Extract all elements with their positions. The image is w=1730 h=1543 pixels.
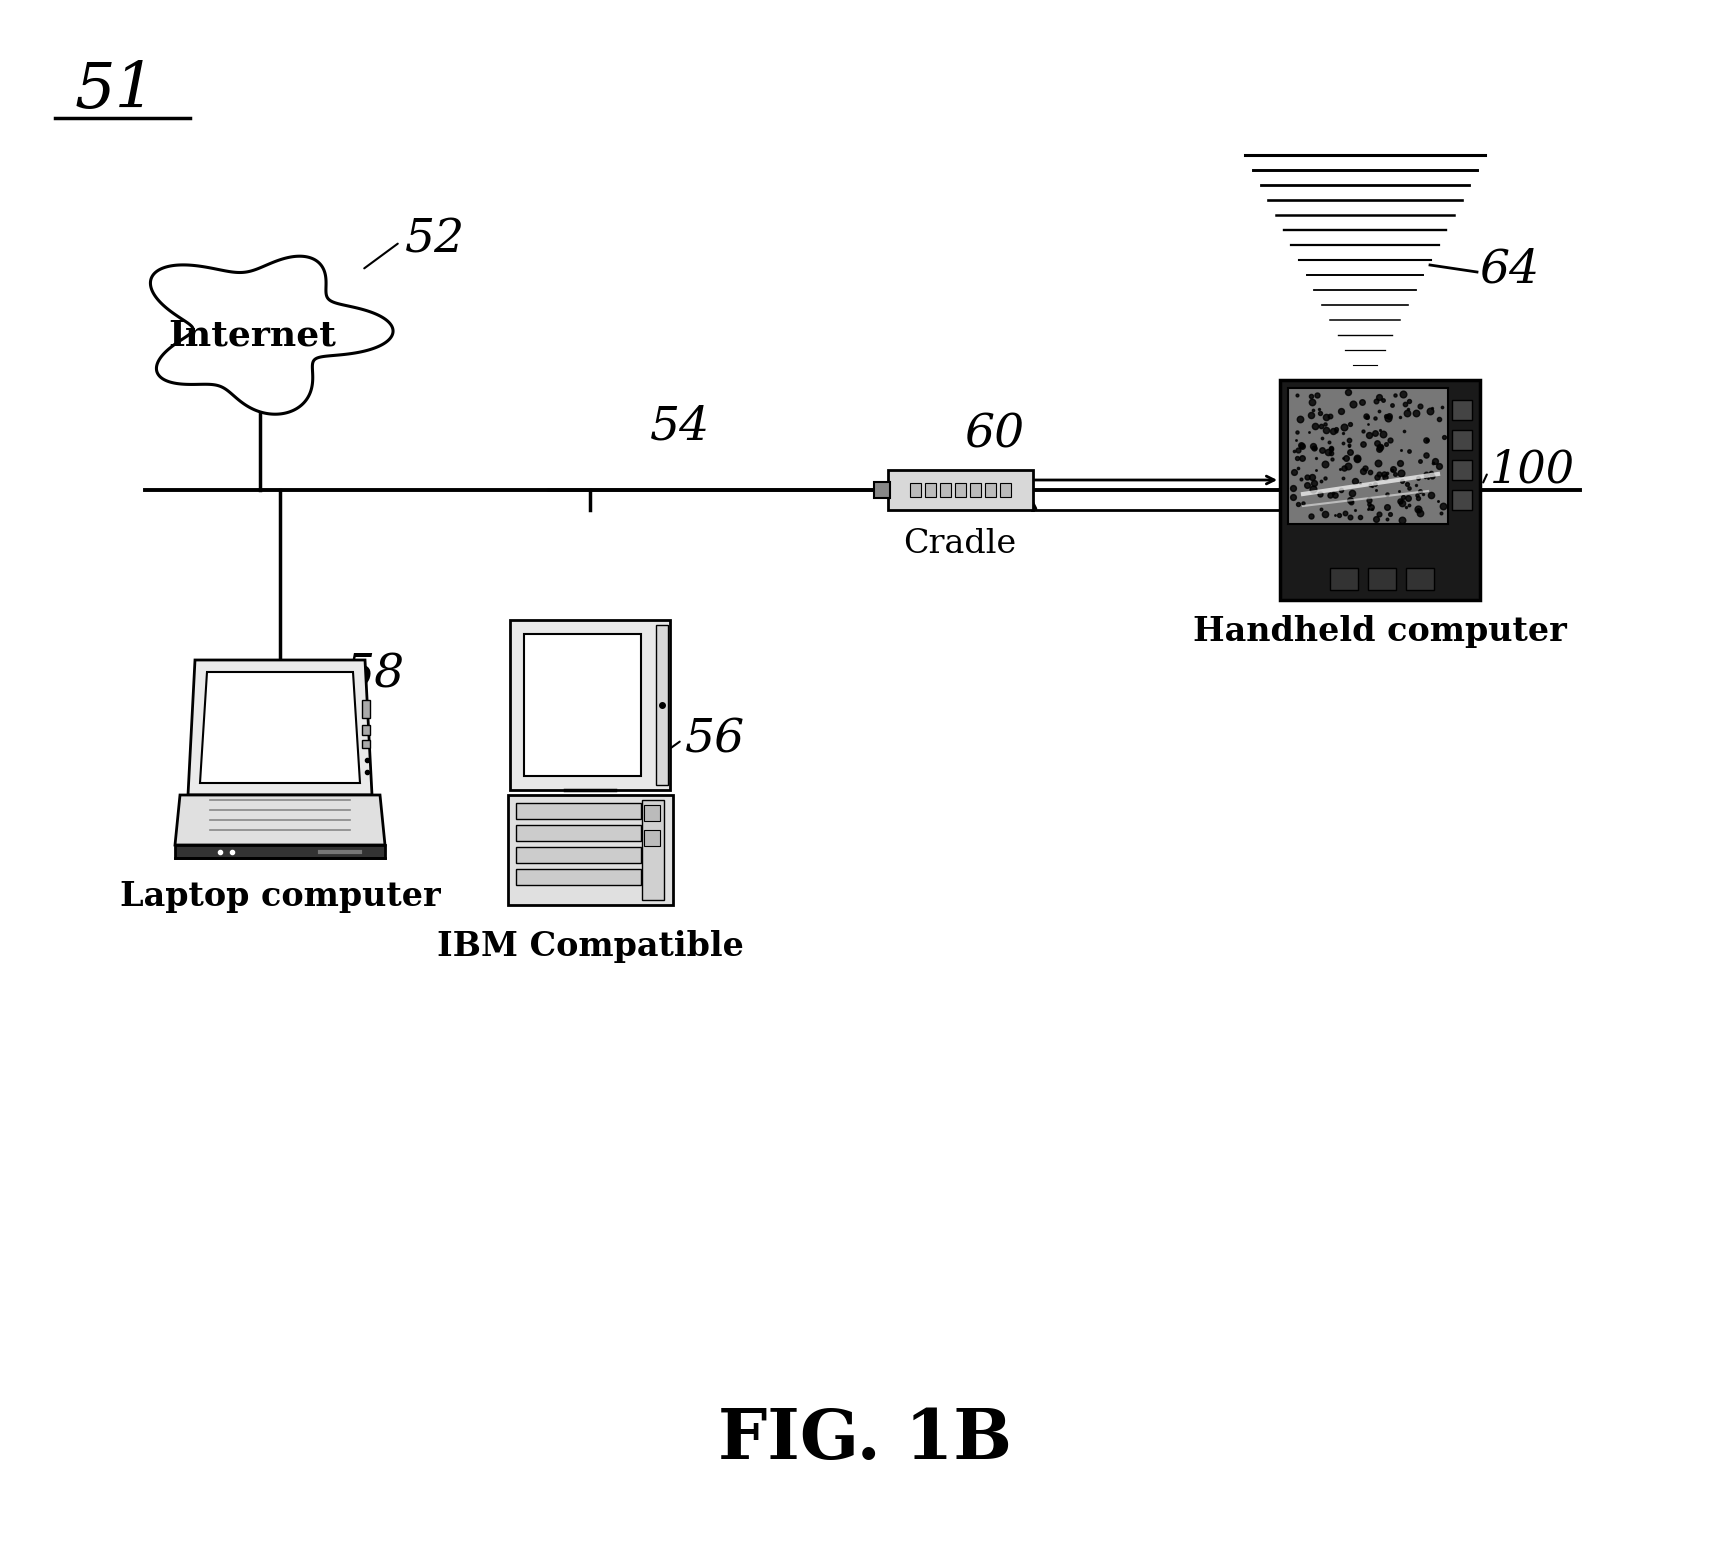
Bar xyxy=(1329,568,1358,589)
Text: 56: 56 xyxy=(685,717,746,762)
Bar xyxy=(362,725,370,734)
Polygon shape xyxy=(201,673,360,782)
Bar xyxy=(1451,400,1470,420)
Text: 58: 58 xyxy=(344,653,405,697)
Text: 54: 54 xyxy=(650,404,709,451)
Bar xyxy=(1451,460,1470,480)
Bar xyxy=(1278,380,1479,600)
Text: FIG. 1B: FIG. 1B xyxy=(718,1407,1012,1474)
Bar xyxy=(507,795,673,906)
Bar xyxy=(887,471,1033,511)
Bar xyxy=(1405,568,1432,589)
Text: IBM Compatible: IBM Compatible xyxy=(436,930,742,963)
Text: 100: 100 xyxy=(1490,449,1574,492)
Text: 51: 51 xyxy=(74,60,156,122)
Bar xyxy=(910,483,920,497)
Bar xyxy=(984,483,995,497)
Bar xyxy=(644,830,659,846)
Bar xyxy=(955,483,965,497)
Bar xyxy=(516,802,640,819)
Bar xyxy=(969,483,981,497)
Bar xyxy=(1367,568,1394,589)
Text: 64: 64 xyxy=(1479,247,1540,293)
Polygon shape xyxy=(189,660,372,795)
Bar xyxy=(1000,483,1010,497)
Bar xyxy=(362,741,370,748)
Bar xyxy=(1451,430,1470,451)
Bar xyxy=(516,847,640,863)
Bar xyxy=(644,805,659,821)
Bar xyxy=(516,826,640,841)
Polygon shape xyxy=(151,256,393,414)
Bar xyxy=(362,701,370,717)
Polygon shape xyxy=(175,795,384,846)
Text: Handheld computer: Handheld computer xyxy=(1192,616,1566,648)
Bar xyxy=(642,799,664,900)
Text: Internet: Internet xyxy=(168,318,336,352)
Bar xyxy=(924,483,936,497)
Bar xyxy=(1287,387,1448,525)
Bar xyxy=(1451,491,1470,511)
Bar xyxy=(516,869,640,886)
Polygon shape xyxy=(510,620,670,790)
Bar xyxy=(939,483,950,497)
Text: Cradle: Cradle xyxy=(903,528,1016,560)
Bar xyxy=(874,481,889,498)
Text: 60: 60 xyxy=(964,412,1024,458)
Text: 52: 52 xyxy=(405,218,465,262)
Polygon shape xyxy=(175,846,384,858)
Bar xyxy=(656,625,668,785)
Polygon shape xyxy=(524,634,640,776)
Text: Laptop computer: Laptop computer xyxy=(119,880,439,913)
